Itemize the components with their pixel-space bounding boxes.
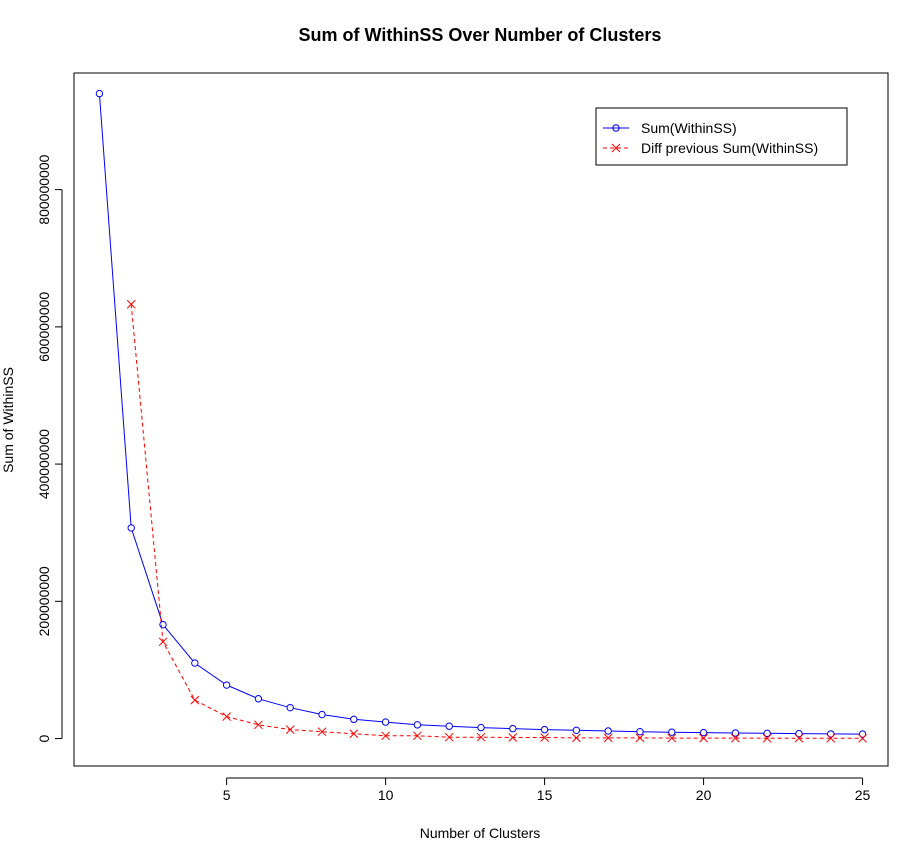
data-point [636, 727, 644, 736]
data-point [668, 728, 676, 736]
data-point [381, 718, 390, 726]
data-point [667, 733, 677, 743]
data-point [794, 733, 804, 743]
data-point [445, 722, 453, 730]
legend: Sum(WithinSS) Diff previous Sum(WithinSS… [595, 107, 848, 166]
data-point [762, 733, 772, 743]
data-point [127, 524, 135, 532]
data-point [795, 729, 803, 738]
data-point [285, 725, 295, 734]
series-line [130, 304, 863, 739]
data-point [413, 731, 422, 741]
x-axis: 5 10 15 20 25 [223, 777, 871, 803]
data-point [286, 703, 294, 712]
y-tick-label: 0 [36, 734, 52, 742]
data-point [603, 733, 613, 743]
data-point [635, 733, 645, 743]
data-point [827, 730, 835, 738]
series-diff-previous [126, 299, 867, 743]
y-axis-label: Sum of WithinSS [0, 367, 16, 473]
data-point [349, 729, 359, 739]
data-point [540, 725, 549, 734]
data-point [190, 695, 200, 705]
data-point [317, 727, 327, 737]
data-point [763, 729, 771, 738]
data-point [731, 733, 740, 743]
data-point [858, 730, 867, 738]
data-point [826, 733, 836, 743]
legend-marker-sum [612, 124, 620, 132]
y-tick-label: 600000000 [36, 292, 52, 362]
x-tick-label: 5 [223, 787, 231, 803]
data-point [699, 733, 708, 743]
data-point [222, 712, 231, 721]
data-point [858, 733, 867, 743]
data-point [126, 299, 136, 309]
legend-box [595, 107, 848, 166]
data-point [477, 723, 485, 732]
data-point [540, 733, 549, 742]
data-point [509, 724, 517, 733]
data-point [572, 733, 581, 743]
series-layer [95, 89, 867, 743]
data-point [476, 732, 486, 742]
data-point [191, 659, 199, 667]
chart-title: Sum of WithinSS Over Number of Clusters [299, 25, 662, 45]
x-tick-label: 10 [378, 787, 394, 803]
data-point [731, 729, 740, 737]
series-line [98, 93, 863, 735]
y-tick-label: 400000000 [36, 429, 52, 499]
y-axis: 0 200000000 400000000 600000000 800000000 [36, 154, 63, 742]
data-point [381, 731, 390, 741]
legend-label-sum: Sum(WithinSS) [641, 120, 737, 136]
data-point [350, 715, 358, 724]
data-point [254, 720, 263, 730]
y-tick-label: 200000000 [36, 566, 52, 636]
series-sum-withinss [95, 89, 867, 738]
plot-frame [73, 72, 889, 767]
data-point [572, 726, 581, 735]
data-point [413, 721, 422, 729]
legend-marker-diff [611, 143, 621, 153]
data-point [222, 681, 231, 689]
data-point [159, 620, 167, 629]
x-axis-label: Number of Clusters [420, 825, 541, 841]
data-point [444, 732, 454, 742]
y-tick-label: 800000000 [36, 154, 52, 224]
x-tick-label: 25 [855, 787, 871, 803]
data-point [95, 89, 104, 98]
data-point [604, 727, 612, 735]
data-point [318, 710, 326, 719]
x-tick-label: 20 [696, 787, 712, 803]
legend-label-diff: Diff previous Sum(WithinSS) [641, 140, 818, 156]
data-point [254, 695, 263, 703]
data-point [699, 728, 708, 737]
x-tick-label: 15 [537, 787, 553, 803]
data-point [158, 637, 168, 647]
data-point [508, 733, 518, 742]
